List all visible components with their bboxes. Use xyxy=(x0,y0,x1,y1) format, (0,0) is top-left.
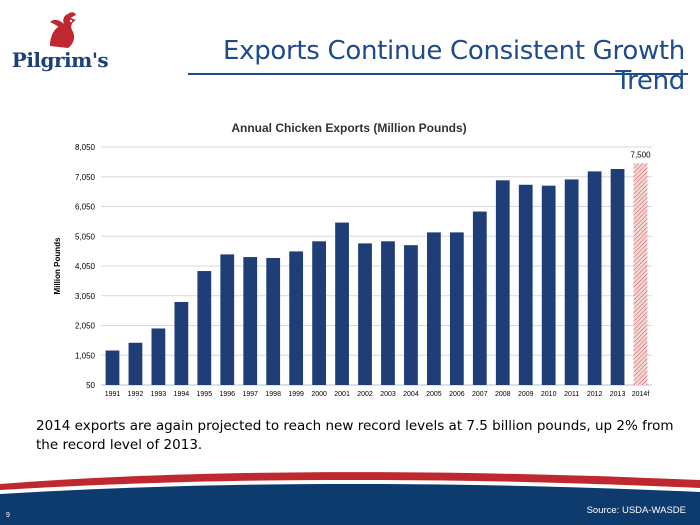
x-tick-label: 2007 xyxy=(472,391,488,398)
x-tick-label: 2012 xyxy=(587,391,603,398)
x-tick-label: 2003 xyxy=(380,391,396,398)
y-axis-label: Million Pounds xyxy=(53,237,62,294)
x-tick-label: 2014f xyxy=(632,391,650,398)
y-tick-label: 3,050 xyxy=(75,292,96,301)
bar xyxy=(564,179,579,385)
bar xyxy=(266,257,281,385)
bar xyxy=(128,342,143,385)
footer-swoosh xyxy=(0,472,700,525)
x-tick-label: 2010 xyxy=(541,391,557,398)
x-tick-label: 2013 xyxy=(610,391,626,398)
x-tick-label: 2001 xyxy=(334,391,350,398)
pilgrims-logo: Pilgrim's xyxy=(10,10,110,72)
bar xyxy=(289,251,304,385)
bar xyxy=(105,350,120,385)
bar xyxy=(495,180,510,385)
y-tick-label: 8,050 xyxy=(75,143,96,152)
bar xyxy=(358,243,372,385)
x-tick-label: 2006 xyxy=(449,391,465,398)
bar xyxy=(472,211,487,385)
x-tick-label: 1997 xyxy=(242,391,258,398)
y-tick-label: 4,050 xyxy=(75,262,96,271)
bar xyxy=(220,254,235,385)
x-tick-label: 1998 xyxy=(265,391,281,398)
source-note: Source: USDA-WASDE xyxy=(586,505,686,516)
page-number: 9 xyxy=(6,512,10,519)
x-tick-label: 2000 xyxy=(311,391,327,398)
bar xyxy=(151,328,166,385)
x-tick-label: 2009 xyxy=(518,391,534,398)
bar xyxy=(312,241,326,385)
gridlines xyxy=(101,146,652,386)
x-tick-label: 1999 xyxy=(288,391,304,398)
x-tick-label: 2008 xyxy=(495,391,511,398)
rooster-icon xyxy=(50,12,76,48)
y-tick-label: 1,050 xyxy=(75,351,96,360)
x-tick-label: 1996 xyxy=(219,391,235,398)
slide-caption: 2014 exports are again projected to reac… xyxy=(36,418,674,453)
bar-forecast xyxy=(633,163,648,385)
data-label: 7,500 xyxy=(631,150,652,159)
y-tick-label: 50 xyxy=(86,381,95,390)
bar xyxy=(381,241,395,385)
slide-title: Exports Continue Consistent Growth Trend xyxy=(223,36,685,96)
x-tick-label: 2011 xyxy=(564,391,579,398)
x-tick-label: 1993 xyxy=(151,391,167,398)
exports-bar-chart: Annual Chicken Exports (Million Pounds) … xyxy=(53,121,652,398)
bar xyxy=(610,169,625,385)
x-tick-label: 2005 xyxy=(426,391,442,398)
x-tick-label: 1995 xyxy=(197,391,213,398)
bar xyxy=(449,232,464,385)
bar xyxy=(174,301,189,385)
logo-wordmark: Pilgrim's xyxy=(11,48,109,72)
bar xyxy=(243,257,258,385)
x-tick-label: 1994 xyxy=(174,391,190,398)
bar xyxy=(335,222,349,385)
x-tick-label: 2004 xyxy=(403,391,419,398)
x-tick-labels: 1991 1992 1993 1994 1995 1996 1997 1998 1999 2000… xyxy=(105,391,650,398)
y-tick-label: 6,050 xyxy=(75,203,96,212)
bar xyxy=(197,271,212,385)
y-tick-label: 7,050 xyxy=(75,173,96,182)
bar xyxy=(541,185,556,385)
chart-title: Annual Chicken Exports (Million Pounds) xyxy=(231,121,466,135)
bar xyxy=(518,184,533,385)
x-tick-label: 2002 xyxy=(357,391,373,398)
bars xyxy=(105,163,648,385)
x-tick-label: 1992 xyxy=(128,391,144,398)
x-tick-label: 1991 xyxy=(105,391,121,398)
bar xyxy=(587,171,602,385)
y-tick-labels: 50 1,050 2,050 3,050 4,050 5,050 6,050 7,050 8,0… xyxy=(75,143,96,390)
title-underline xyxy=(188,73,688,75)
y-tick-label: 2,050 xyxy=(75,322,96,331)
bar xyxy=(404,245,418,385)
bar xyxy=(427,232,441,385)
y-tick-label: 5,050 xyxy=(75,232,96,241)
data-labels: 7,500 xyxy=(631,150,652,159)
